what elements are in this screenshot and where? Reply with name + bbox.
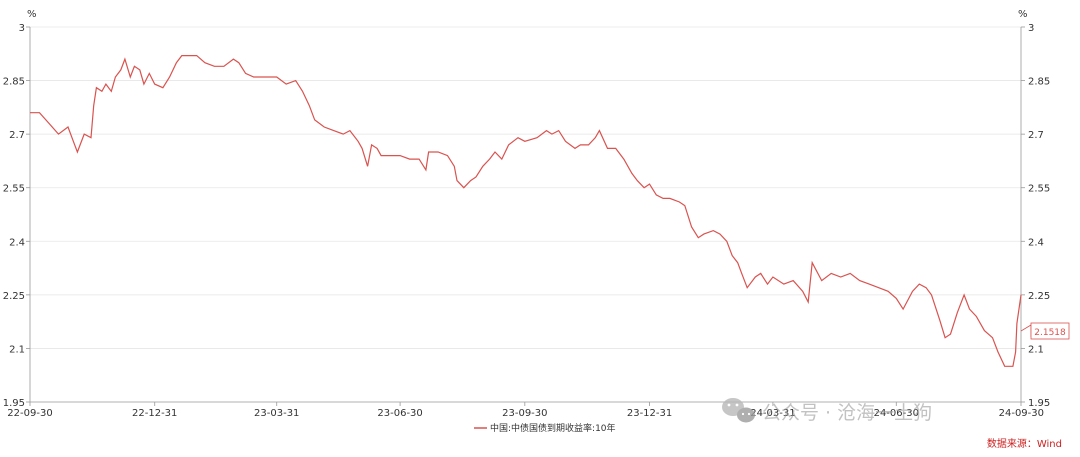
callout-value: 2.1518 — [1034, 328, 1066, 338]
y-tick-label-left: 2.85 — [3, 77, 25, 88]
y-tick-label-left: 2.4 — [9, 237, 25, 248]
callout-box — [1030, 322, 1070, 340]
y-tick-label-right: 2.55 — [1028, 184, 1050, 195]
y-tick-label-right: 3 — [1028, 23, 1034, 34]
grid-lines — [26, 26, 1025, 403]
legend-label: 中国:中债国债到期收益率:10年 — [490, 422, 616, 434]
x-tick-label: 23-06-30 — [377, 408, 422, 419]
y-tick-label-right: 2.7 — [1028, 130, 1044, 141]
y-tick-label-right: 2.1 — [1028, 344, 1044, 355]
y-tick-label-right: 1.95 — [1028, 398, 1050, 409]
watermark: 公众号 · 沧海一土狗 — [722, 398, 932, 424]
x-tick-label: 23-09-30 — [502, 408, 547, 419]
right-y-tick-labels: 3 2.85 2.7 2.55 2.4 2.25 2.1 1.95 — [1028, 23, 1050, 409]
x-tick-label: 22-12-31 — [132, 408, 177, 419]
left-y-tick-labels: 3 2.85 2.7 2.55 2.4 2.25 2.1 1.95 — [3, 23, 25, 409]
y-tick-label-left: 2.1 — [9, 344, 25, 355]
x-tick-label: 24-03-31 — [750, 408, 795, 419]
source-note: 数据来源：Wind — [987, 437, 1062, 450]
y-tick-label-left: 3 — [19, 23, 25, 34]
y-tick-label-left: 2.7 — [9, 130, 25, 141]
legend: 中国:中债国债到期收益率:10年 — [474, 422, 616, 434]
x-tick-label: 23-12-31 — [627, 408, 672, 419]
wechat-logo-icon — [722, 398, 755, 423]
left-unit-label: % — [27, 9, 37, 20]
right-unit-label: % — [1018, 9, 1028, 20]
y-tick-label-left: 2.55 — [3, 184, 25, 195]
x-tick-label: 24-06-30 — [874, 408, 919, 419]
x-tick-labels: 22-09-30 22-12-31 23-03-31 23-06-30 23-09-30… — [7, 402, 1044, 419]
last-value-callout: 2.1518 — [1020, 322, 1070, 340]
watermark-text: 公众号 · 沧海一土狗 — [762, 402, 932, 424]
x-tick-label: 22-09-30 — [7, 408, 52, 419]
y-tick-label-right: 2.85 — [1028, 77, 1050, 88]
x-tick-label: 24-09-30 — [999, 408, 1044, 419]
y-tick-label-left: 2.25 — [3, 291, 25, 302]
series-line-10y-yield — [30, 55, 1022, 367]
y-tick-label-right: 2.4 — [1028, 237, 1044, 248]
x-tick-label: 23-03-31 — [254, 408, 299, 419]
y-tick-label-right: 2.25 — [1028, 291, 1050, 302]
y-tick-label-left: 1.95 — [3, 398, 25, 409]
